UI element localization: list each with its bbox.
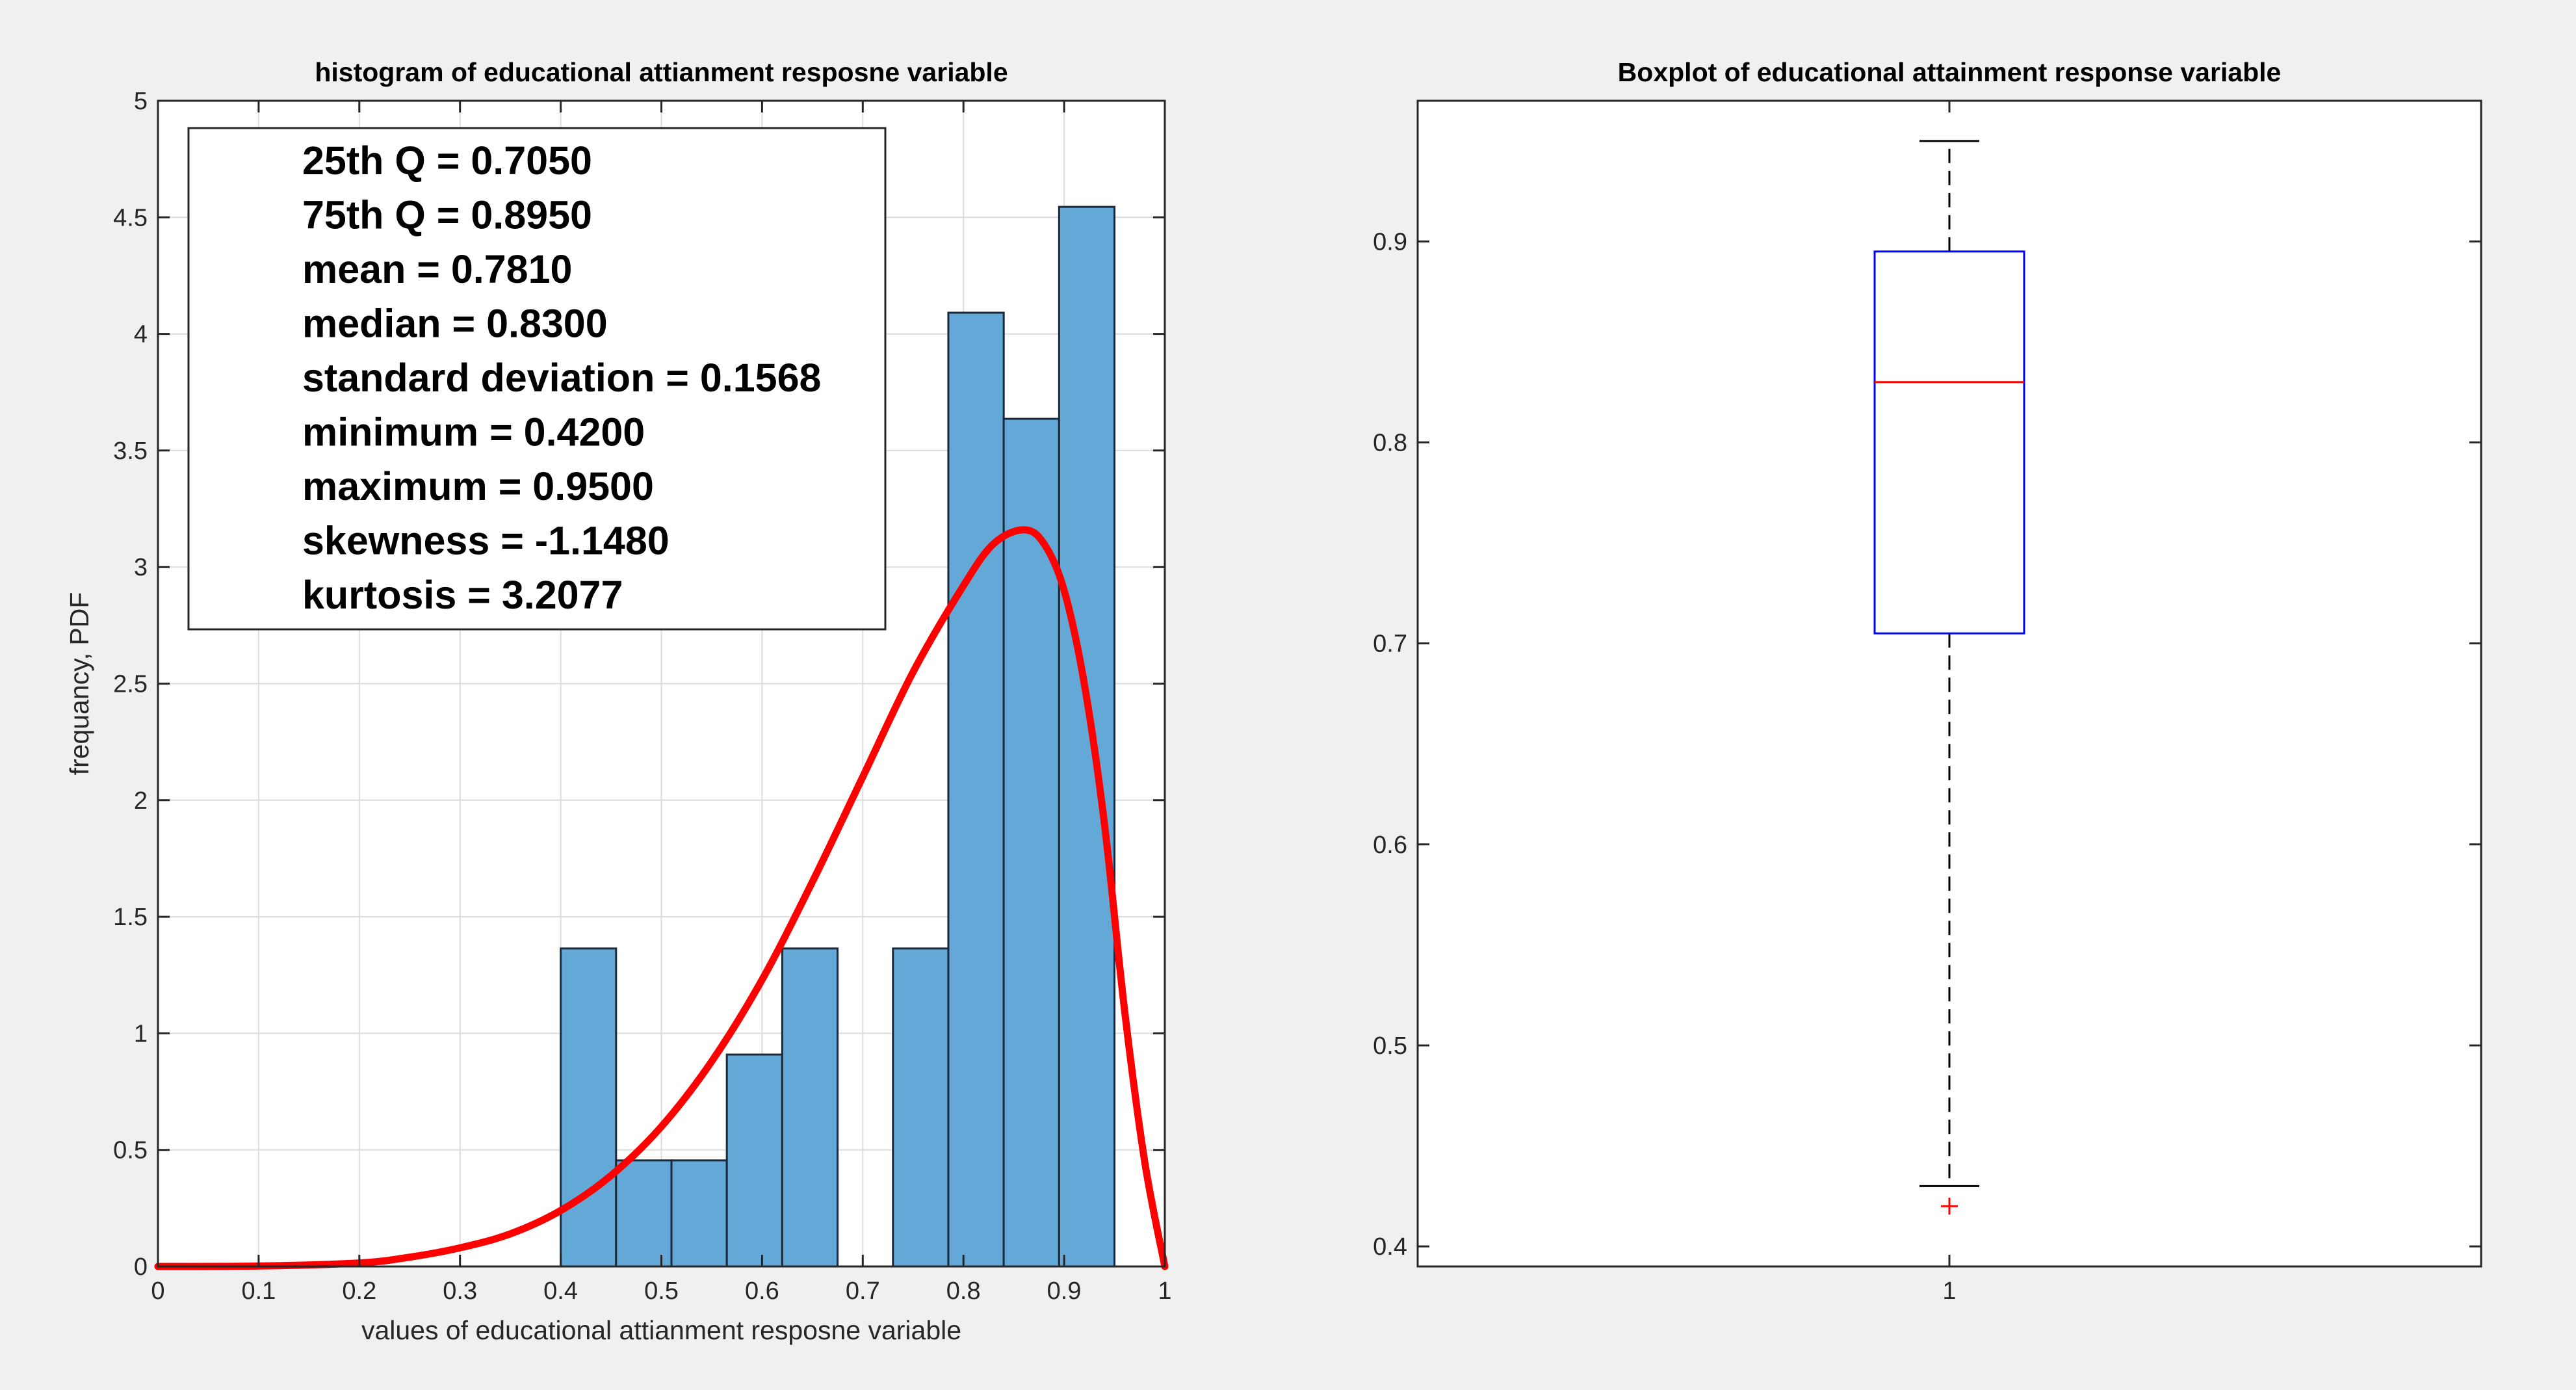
y-tick-label: 3.5	[113, 438, 148, 465]
boxplot-marks	[1873, 140, 2025, 1215]
histogram-y-axis-label: frequancy, PDF	[64, 592, 94, 776]
histogram-bars	[560, 205, 1116, 1268]
x-tick-label: 0	[151, 1278, 164, 1305]
y-tick-label: 1.5	[113, 904, 148, 931]
y-tick-label: 0.5	[1373, 1032, 1407, 1060]
boxplot-panel: 0.4 0.5 0.6 0.7 0.8 0.9 1 Boxplot of education…	[1373, 57, 2482, 1305]
histogram-bar	[615, 1159, 673, 1268]
pdf-curve	[154, 526, 1169, 1270]
x-tick-label: 0.1	[241, 1278, 276, 1305]
x-tick-label: 0.8	[946, 1278, 981, 1305]
x-tick-label: 0.3	[443, 1278, 477, 1305]
y-tick-label: 4.5	[113, 204, 148, 231]
statistics-annotation-box: 25th Q = 0.7050 75th Q = 0.8950 mean = 0…	[187, 127, 887, 631]
stat-kurtosis: kurtosis = 3.2077	[302, 573, 623, 617]
y-tick-label: 4	[134, 321, 148, 348]
histogram-bar	[725, 1053, 783, 1268]
boxplot-ticks: 0.4 0.5 0.6 0.7 0.8 0.9 1	[1373, 101, 2481, 1305]
x-tick-label: 0.6	[745, 1278, 779, 1305]
histogram-bar	[947, 311, 1005, 1268]
stat-standard-deviation: standard deviation = 0.1568	[302, 356, 821, 400]
y-tick-label: 1	[134, 1020, 148, 1047]
histogram-bar	[892, 947, 950, 1268]
stat-25th-quartile: 25th Q = 0.7050	[302, 138, 592, 183]
stat-minimum: minimum = 0.4200	[302, 410, 645, 454]
histogram-bar	[781, 947, 839, 1268]
boxplot-title: Boxplot of educational attainment respon…	[1618, 57, 2282, 87]
histogram-panel: 0 0.1 0.2 0.3 0.4 0.5 0.6 0.7 0.8 0.9 1 0 0.5 1 1.5 2 2.…	[64, 57, 1172, 1345]
stat-75th-quartile: 75th Q = 0.8950	[302, 193, 592, 237]
y-tick-label: 0.6	[1373, 832, 1407, 859]
y-tick-label: 2	[134, 787, 148, 815]
x-tick-label: 0.5	[644, 1278, 679, 1305]
y-tick-label: 0.7	[1373, 631, 1407, 658]
histogram-bar	[670, 1159, 728, 1268]
stat-median: median = 0.8300	[302, 302, 608, 346]
y-tick-label: 0.8	[1373, 430, 1407, 457]
stat-maximum: maximum = 0.9500	[302, 464, 654, 508]
y-tick-label: 5	[134, 88, 148, 115]
histogram-bar	[1002, 417, 1060, 1268]
y-tick-label: 0	[134, 1253, 148, 1281]
histogram-bar	[1058, 205, 1116, 1268]
x-tick-label: 0.4	[543, 1278, 578, 1305]
y-tick-label: 0.5	[113, 1137, 148, 1164]
y-tick-label: 0.4	[1373, 1233, 1407, 1261]
y-tick-label: 2.5	[113, 671, 148, 698]
interquartile-box	[1873, 250, 2025, 635]
stat-mean: mean = 0.7810	[302, 247, 572, 291]
x-tick-label: 1	[1942, 1278, 1956, 1305]
histogram-ticks: 0 0.1 0.2 0.3 0.4 0.5 0.6 0.7 0.8 0.9 1 0 0.5 1 1.5 2 2.…	[113, 88, 1171, 1305]
x-tick-label: 0.2	[342, 1278, 376, 1305]
histogram-x-axis-label: values of educational attianment resposn…	[361, 1315, 961, 1345]
x-tick-label: 0.9	[1047, 1278, 1082, 1305]
stat-skewness: skewness = -1.1480	[302, 519, 670, 563]
x-tick-label: 0.7	[846, 1278, 880, 1305]
histogram-title: histogram of educational attianment resp…	[315, 57, 1008, 87]
x-tick-label: 1	[1158, 1278, 1171, 1305]
outlier-marker	[1941, 1198, 1958, 1215]
y-tick-label: 0.9	[1373, 228, 1407, 256]
histogram-bar	[560, 947, 618, 1268]
y-tick-label: 3	[134, 554, 148, 581]
statistics-box-frame	[187, 127, 887, 631]
